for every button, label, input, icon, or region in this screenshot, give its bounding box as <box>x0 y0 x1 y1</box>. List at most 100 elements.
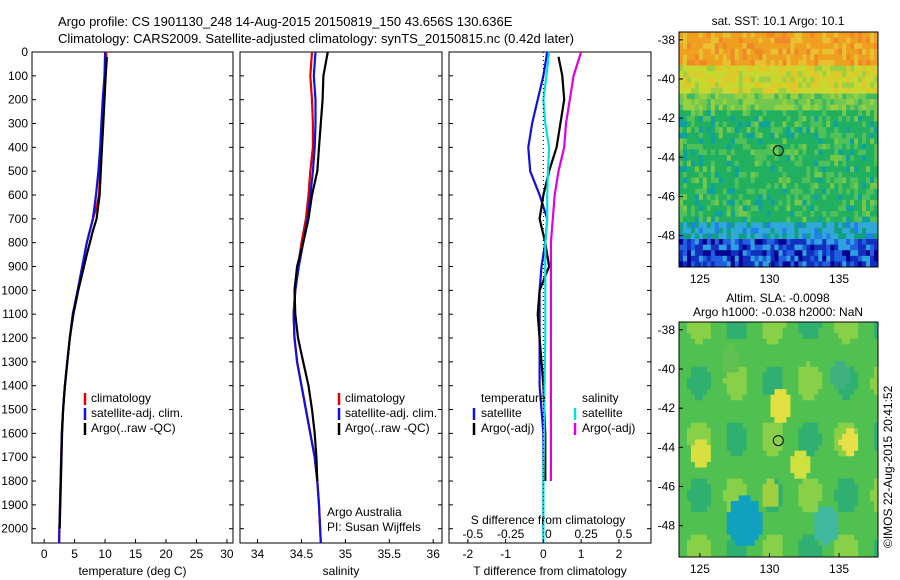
map-cell <box>834 377 839 384</box>
map-cell <box>706 65 712 72</box>
map-cell <box>818 394 823 401</box>
y-tick-label: 1500 <box>1 403 28 417</box>
map-cell <box>758 512 763 519</box>
map-cell <box>718 445 724 452</box>
map-cell <box>702 199 708 206</box>
map-cell <box>679 121 684 128</box>
map-cell <box>690 428 696 435</box>
map-cell <box>702 389 708 396</box>
map-cell <box>806 478 811 485</box>
map-cell <box>786 489 791 496</box>
map-cell <box>734 171 740 178</box>
map-cell <box>722 115 728 122</box>
map-cell <box>762 132 767 139</box>
map-cell <box>862 545 867 552</box>
map-cell <box>718 461 724 468</box>
map-cell <box>746 545 752 552</box>
map-cell <box>774 104 779 111</box>
map-cell <box>810 155 815 162</box>
map-cell <box>782 394 787 401</box>
map-cell <box>874 433 879 440</box>
map-cell <box>794 394 799 401</box>
map-cell <box>826 255 831 262</box>
map-cell <box>682 211 688 218</box>
map-cell <box>834 473 839 480</box>
map-cell <box>858 400 863 407</box>
map-cell <box>758 361 763 368</box>
map-cell <box>774 551 779 558</box>
map-cell <box>702 512 708 519</box>
map-cell <box>842 366 847 373</box>
map-cell <box>806 71 811 78</box>
map-cell <box>730 506 736 513</box>
map-cell <box>862 222 867 229</box>
map-cell <box>686 383 692 390</box>
map-cell <box>826 428 831 435</box>
map-cell <box>710 417 716 424</box>
map-cell <box>722 361 728 368</box>
map-cell <box>770 473 775 480</box>
map-cell <box>762 529 767 536</box>
map-cell <box>714 143 720 150</box>
map-cell <box>770 261 775 268</box>
map-cell <box>802 250 807 257</box>
map-cell <box>682 255 688 262</box>
map-cell <box>710 467 716 474</box>
map-cell <box>738 529 744 536</box>
map-cell <box>866 48 871 55</box>
map-cell <box>774 87 779 94</box>
map-cell <box>710 489 716 496</box>
map-cell <box>762 76 767 83</box>
map-cell <box>838 433 843 440</box>
map-cell <box>770 456 775 463</box>
map-cell <box>770 349 775 356</box>
map-cell <box>690 484 696 491</box>
map-cell <box>794 110 799 117</box>
map-cell <box>842 405 847 412</box>
map-cell <box>830 333 835 340</box>
map-cell <box>742 216 748 223</box>
map-cell <box>754 439 759 446</box>
map-cell <box>710 344 716 351</box>
map-cell <box>822 132 827 139</box>
map-cell <box>846 389 851 396</box>
map-cell <box>870 188 875 195</box>
map-cell <box>818 428 823 435</box>
map-cell <box>679 205 684 212</box>
map-cell <box>710 478 716 485</box>
legend-label: Argo(-adj) <box>481 421 534 435</box>
map-cell <box>858 506 863 513</box>
map-cell <box>806 417 811 424</box>
map-cell <box>802 261 807 268</box>
map-cell <box>826 523 831 530</box>
map-cell <box>774 372 779 379</box>
map-cell <box>718 523 724 530</box>
map-cell <box>814 377 819 384</box>
map-cell <box>750 99 756 106</box>
map-cell <box>858 227 863 234</box>
map-cell <box>766 121 771 128</box>
map-cell <box>742 149 748 156</box>
map-cell <box>714 433 720 440</box>
map-cell <box>710 160 716 167</box>
map-cell <box>802 422 807 429</box>
map-cell <box>818 166 823 173</box>
map-cell <box>814 166 819 173</box>
map-cell <box>842 372 847 379</box>
map-cell <box>679 377 684 384</box>
map-cell <box>682 484 688 491</box>
map-cell <box>770 450 775 457</box>
map-cell <box>834 127 839 134</box>
map-cell <box>706 517 712 524</box>
map-cell <box>842 338 847 345</box>
map-cell <box>746 194 752 201</box>
map-cell <box>758 445 763 452</box>
series-line-salinity-argo-adj- <box>549 51 583 481</box>
y-tick-label: 2000 <box>1 522 28 536</box>
map-cell <box>690 222 696 229</box>
map-cell <box>746 261 752 268</box>
map-cell <box>762 149 767 156</box>
map-cell <box>854 400 859 407</box>
map-cell <box>862 37 867 44</box>
